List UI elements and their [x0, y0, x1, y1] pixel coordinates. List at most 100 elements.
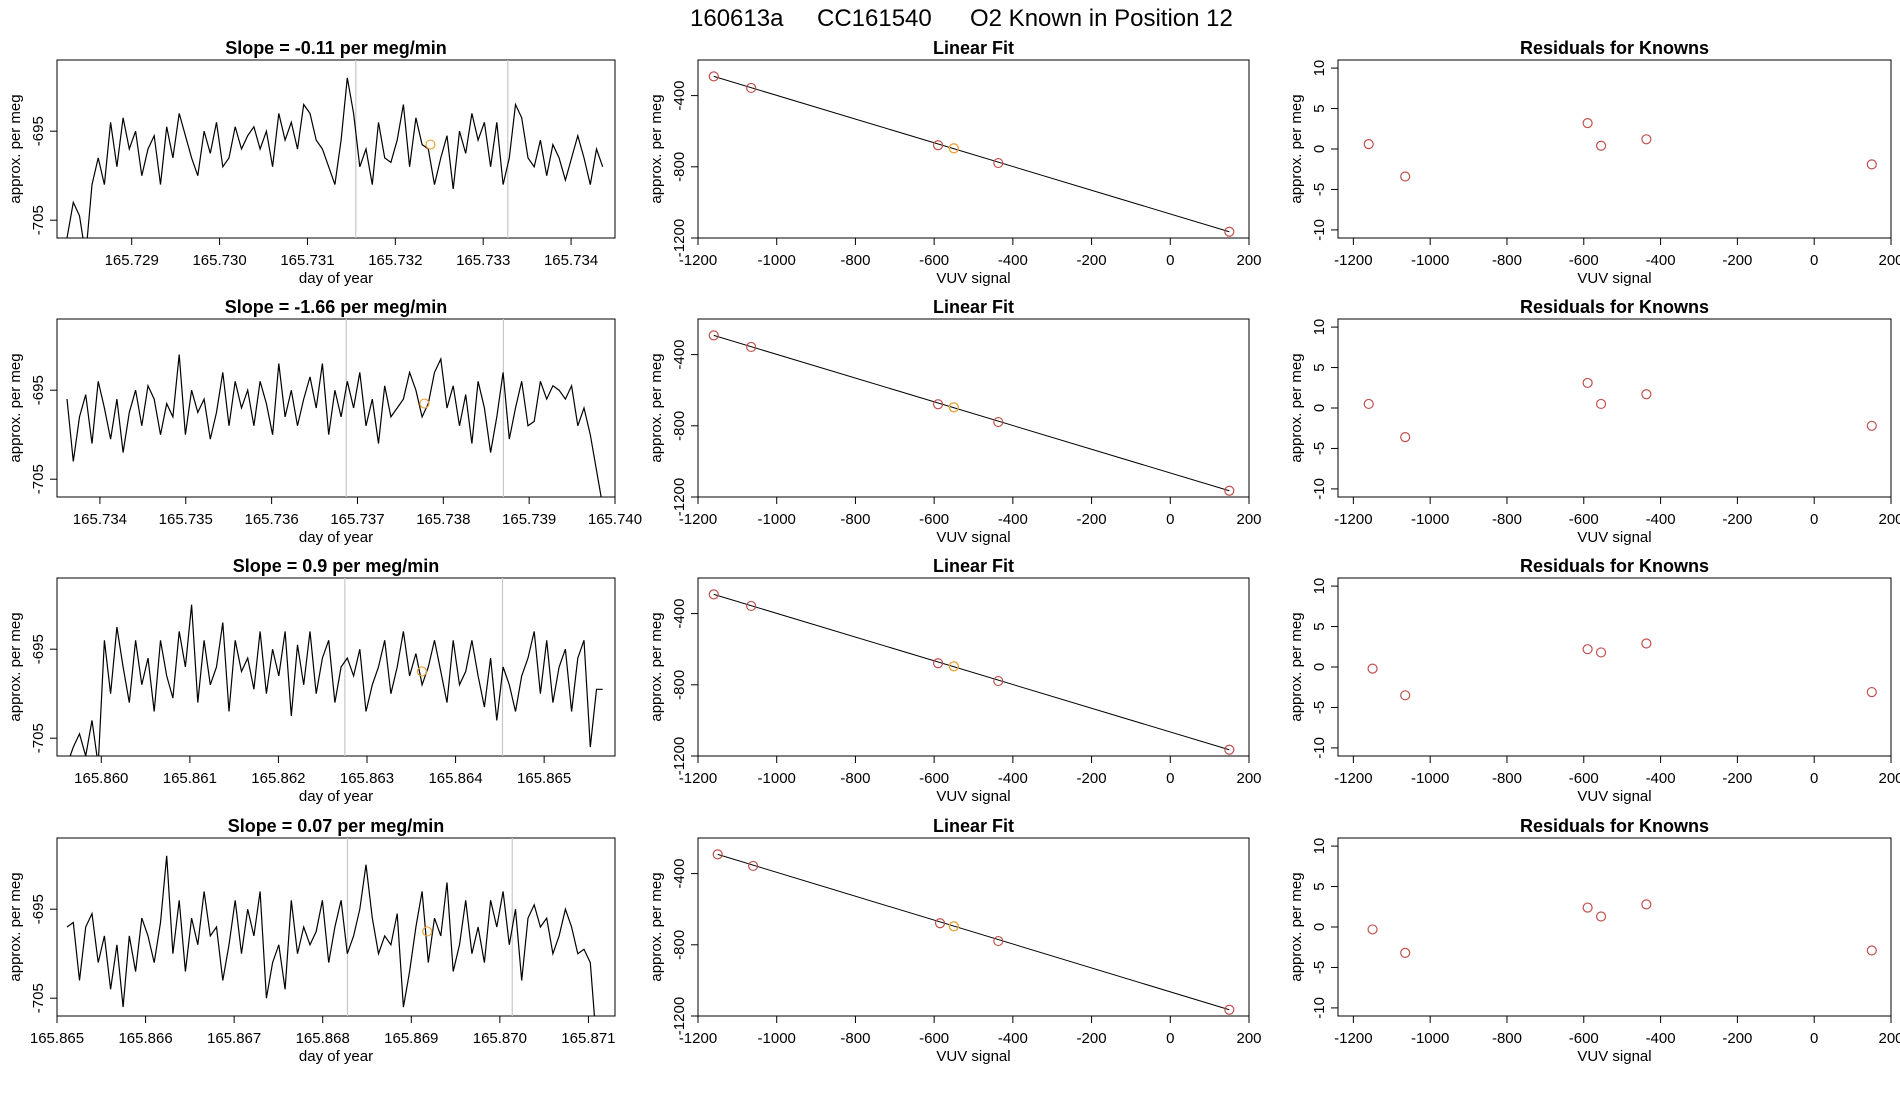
x-axis-label: VUV signal [1577, 1048, 1651, 1065]
sample-point [416, 666, 428, 677]
trace-line [66, 354, 602, 497]
residual-point [1595, 140, 1607, 151]
y-tick-label: 0 [1311, 404, 1328, 412]
x-tick-label: 165.863 [340, 770, 394, 787]
slope-title: Slope = 0.9 per meg/min [233, 556, 440, 576]
residual-point [1595, 398, 1607, 410]
residual-point [1363, 398, 1374, 410]
residuals-frame [1337, 59, 1892, 239]
x-tick-label: 165.865 [517, 770, 571, 787]
y-tick-label: 10 [1311, 60, 1328, 77]
y-tick-label: -10 [1311, 737, 1328, 759]
known-point [747, 860, 759, 872]
row-3: 165.860 165.861 165.862 165.863 165.864 165.8… [7, 556, 1900, 805]
x-axis-label: VUV signal [936, 529, 1010, 546]
x-tick-label: -400 [1646, 252, 1676, 269]
sample-point [422, 926, 433, 937]
known-point [932, 658, 944, 669]
known-point [708, 330, 719, 341]
x-tick-label: 0 [1810, 1030, 1818, 1047]
slope-prefix: Slope = [225, 297, 295, 317]
residuals-frame [1337, 577, 1892, 757]
x-tick-label: -200 [1077, 252, 1107, 269]
slope-value: -0.11 [295, 38, 335, 58]
x-tick-label: -1000 [758, 770, 796, 787]
residuals-plot-area [1367, 638, 1877, 701]
y-axis-label: approx. per meg [1288, 353, 1305, 462]
x-tick-label: 165.860 [74, 770, 128, 787]
y-tick-label: -705 [30, 983, 47, 1013]
sample-point [948, 402, 960, 413]
x-tick-label: -200 [1722, 511, 1752, 528]
trace-line [66, 855, 596, 1016]
timeseries-frame [56, 577, 616, 757]
residual-point [1641, 638, 1652, 649]
x-tick-label: -400 [1646, 1030, 1676, 1047]
x-axis-label: day of year [299, 270, 373, 287]
fit-frame [697, 59, 1250, 239]
residuals-title: Residuals for Knowns [1520, 816, 1709, 836]
x-tick-label: -200 [1722, 770, 1752, 787]
residuals-frame [1337, 837, 1892, 1017]
trace-line [66, 77, 604, 238]
y-tick-label: -400 [671, 340, 688, 370]
known-point [746, 82, 757, 94]
slope-title: Slope = -1.66 per meg/min [225, 297, 448, 317]
y-tick-label: -400 [671, 81, 688, 111]
known-point [1224, 744, 1235, 755]
y-axis-label: approx. per meg [1288, 94, 1305, 203]
x-tick-label: -1200 [1334, 252, 1372, 269]
x-tick-label: 165.730 [192, 252, 246, 269]
x-tick-label: -1000 [1411, 511, 1449, 528]
y-tick-label: 5 [1311, 622, 1328, 630]
fit-frame [697, 837, 1250, 1017]
residual-point [1400, 432, 1411, 443]
x-tick-label: -800 [840, 1030, 870, 1047]
x-tick-label: 165.737 [330, 511, 384, 528]
known-point [932, 399, 944, 410]
x-axis-label: VUV signal [1577, 270, 1651, 287]
x-tick-label: -1000 [1411, 1030, 1449, 1047]
fit-frame [697, 577, 1250, 757]
y-tick-label: -705 [30, 723, 47, 753]
timeseries-panel: 165.734 165.735 165.736 165.737 165.738 165.7… [7, 297, 642, 546]
slope-title: Slope = -0.11 per meg/min [225, 38, 447, 58]
timeseries-plot-area [66, 60, 604, 238]
timeseries-plot-area [66, 319, 602, 497]
slope-unit: per meg/min [335, 38, 447, 58]
residual-point [1866, 686, 1877, 698]
y-tick-label: -1200 [671, 219, 688, 257]
timeseries-panel: 165.729 165.730 165.731 165.732 165.733 165.7… [7, 38, 616, 287]
figure-title-cylinder: CC161540 [817, 5, 932, 32]
row-2: 165.734 165.735 165.736 165.737 165.738 165.7… [7, 297, 1900, 546]
residual-point [1595, 647, 1607, 658]
x-tick-label: 165.740 [588, 511, 642, 528]
fit-frame [697, 318, 1250, 498]
residuals-plot-area [1363, 377, 1877, 443]
row-1: 165.729 165.730 165.731 165.732 165.733 165.7… [7, 38, 1900, 287]
x-tick-label: -1000 [758, 511, 796, 528]
residuals-panel: -1200 -1000 -800 -600 -400 -200 0 200 10 5 0 -5 -10 V… [1288, 556, 1900, 805]
x-tick-label: -400 [998, 511, 1028, 528]
x-axis-label: day of year [299, 1048, 373, 1065]
x-tick-label: -1200 [1334, 511, 1372, 528]
x-tick-label: 200 [1878, 252, 1900, 269]
known-point [1224, 485, 1235, 496]
x-tick-label: 0 [1166, 1030, 1174, 1047]
fit-line [713, 75, 1230, 233]
x-tick-label: 165.739 [502, 511, 556, 528]
y-tick-label: -800 [671, 411, 688, 441]
fit-plot-area [708, 330, 1235, 496]
y-tick-label: -400 [671, 599, 688, 629]
y-tick-label: 5 [1311, 882, 1328, 890]
x-tick-label: 165.867 [207, 1030, 261, 1047]
known-point [993, 675, 1004, 687]
x-tick-label: -400 [1646, 511, 1676, 528]
x-axis-label: VUV signal [936, 270, 1010, 287]
panel-grid: 165.729 165.730 165.731 165.732 165.733 165.7… [7, 38, 1900, 1065]
x-tick-label: -800 [1492, 770, 1522, 787]
y-axis-label: approx. per meg [7, 94, 24, 203]
timeseries-panel: 165.865 165.866 165.867 165.868 165.869 165.8… [7, 816, 616, 1065]
y-tick-label: -695 [30, 375, 47, 405]
x-tick-label: 200 [1236, 1030, 1261, 1047]
